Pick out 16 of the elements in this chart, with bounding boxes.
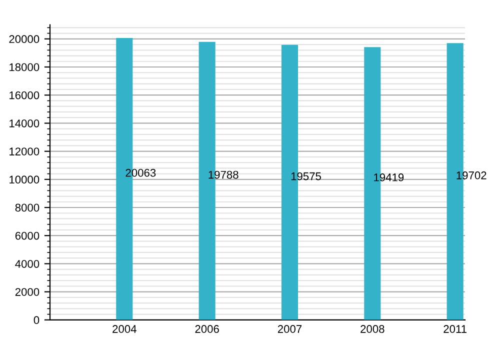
- y-tick-label: 2000: [15, 288, 40, 296]
- x-tick-label: 2008: [360, 325, 384, 333]
- y-tick-label: 20000: [9, 35, 40, 44]
- y-tick-label: 16000: [10, 91, 40, 100]
- y-tick-label: 8000: [15, 204, 40, 212]
- x-tick-label: 2011: [444, 325, 466, 333]
- y-tick-label: 12000: [10, 148, 40, 156]
- y-tick-label: 10000: [10, 176, 40, 184]
- y-tick-label: 6000: [15, 232, 40, 240]
- x-tick-label: 2004: [112, 325, 136, 333]
- y-tick-label: 14000: [10, 119, 40, 128]
- x-tick-label: 2007: [278, 325, 302, 333]
- x-tick-label: 2006: [195, 325, 219, 333]
- y-tick-label: 0: [34, 316, 40, 324]
- y-tick-label: 18000: [10, 63, 40, 72]
- y-tick-label: 4000: [15, 260, 40, 268]
